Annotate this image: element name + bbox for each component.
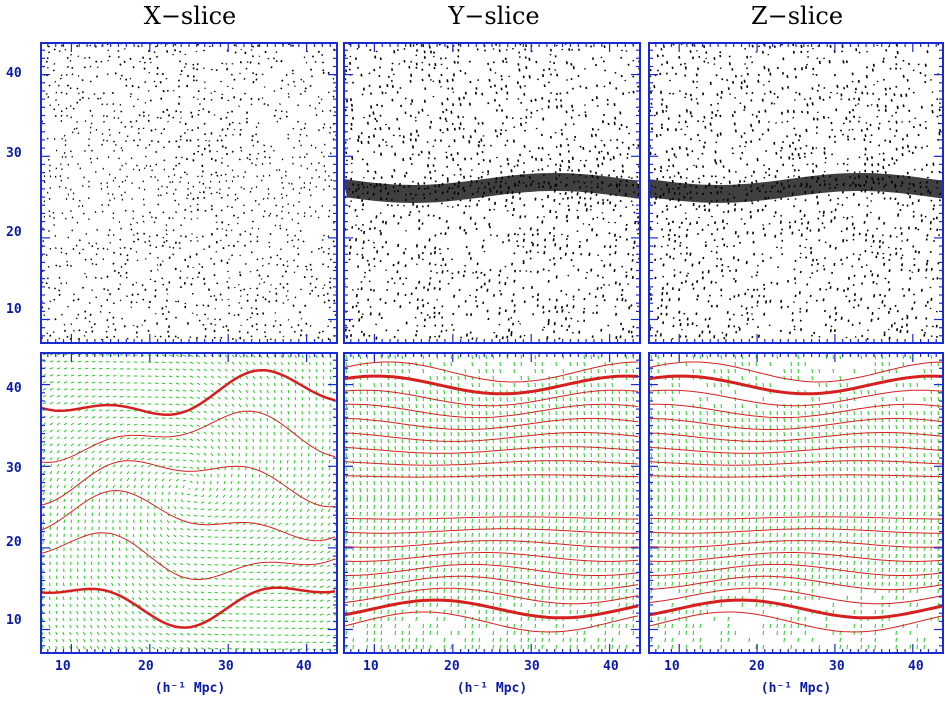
tick-marks	[343, 352, 641, 654]
tick-marks	[40, 352, 338, 654]
column-title-y: Y−slice	[448, 2, 540, 30]
tick-marks	[648, 352, 944, 654]
particle-panel-z	[648, 42, 944, 344]
velocity-plot-x	[40, 352, 338, 654]
xtick-c1-10: 10	[55, 659, 71, 674]
particle-panel-x	[40, 42, 338, 344]
density-contours	[343, 361, 639, 633]
xtick-c1-20: 20	[138, 659, 154, 674]
filament-band	[648, 173, 944, 203]
particle-marks	[40, 42, 338, 341]
particle-plot-z	[648, 42, 944, 344]
xtick-c3-10: 10	[664, 659, 680, 674]
particle-plot-x	[40, 42, 338, 344]
particle-panel-y	[343, 42, 641, 344]
velocity-vectors	[345, 354, 641, 650]
velocity-vectors	[41, 353, 338, 651]
velocity-panel-z	[648, 352, 944, 654]
ytick-bottom-10: 10	[6, 613, 22, 628]
xlabel-col1: (h⁻¹ Mpc)	[154, 681, 226, 696]
panel-frame	[40, 42, 338, 344]
xtick-c3-20: 20	[749, 659, 765, 674]
particle-marks	[648, 42, 942, 341]
ytick-bottom-40: 40	[6, 381, 22, 396]
velocity-plot-y	[343, 352, 641, 654]
density-contours	[648, 361, 944, 633]
xtick-c2-20: 20	[444, 659, 460, 674]
ytick-top-30: 30	[6, 146, 22, 161]
tick-marks	[40, 42, 338, 344]
xlabel-col2: (h⁻¹ Mpc)	[456, 681, 528, 696]
velocity-panel-x	[40, 352, 338, 654]
column-title-z: Z−slice	[750, 2, 844, 30]
filament-band	[343, 173, 641, 203]
velocity-plot-z	[648, 352, 944, 654]
xtick-c1-40: 40	[296, 659, 312, 674]
column-title-x: X−slice	[143, 2, 237, 30]
ytick-top-20: 20	[6, 225, 22, 240]
density-contours	[40, 369, 336, 629]
xtick-c2-10: 10	[363, 659, 379, 674]
ytick-bottom-20: 20	[6, 535, 22, 550]
xlabel-col3: (h⁻¹ Mpc)	[760, 681, 832, 696]
xtick-c3-30: 30	[829, 659, 845, 674]
ytick-bottom-30: 30	[6, 461, 22, 476]
xtick-c1-30: 30	[218, 659, 234, 674]
particle-plot-y	[343, 42, 641, 344]
tick-marks	[343, 42, 641, 344]
xtick-c2-40: 40	[603, 659, 619, 674]
ytick-top-40: 40	[6, 66, 22, 81]
xtick-c2-30: 30	[524, 659, 540, 674]
ytick-top-10: 10	[6, 302, 22, 317]
tick-marks	[648, 42, 944, 344]
xtick-c3-40: 40	[908, 659, 924, 674]
velocity-panel-y	[343, 352, 641, 654]
